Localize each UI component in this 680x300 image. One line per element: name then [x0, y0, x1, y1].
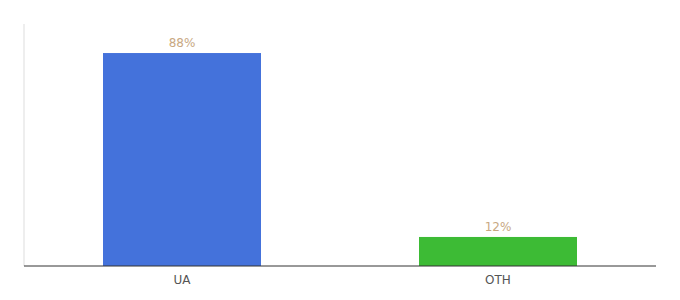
x-axis-line: [24, 266, 656, 267]
data-label: 12%: [485, 220, 512, 234]
data-label: 88%: [169, 36, 196, 50]
x-tick-label: OTH: [485, 273, 511, 287]
bar: [103, 53, 261, 266]
bars: [103, 53, 577, 266]
x-tick-label: UA: [174, 273, 192, 287]
chart-svg: UA OTH 88% 12%: [0, 0, 680, 300]
chart-container: UA OTH 88% 12%: [0, 0, 680, 300]
bar: [419, 237, 577, 266]
y-axis-line: [24, 24, 25, 266]
